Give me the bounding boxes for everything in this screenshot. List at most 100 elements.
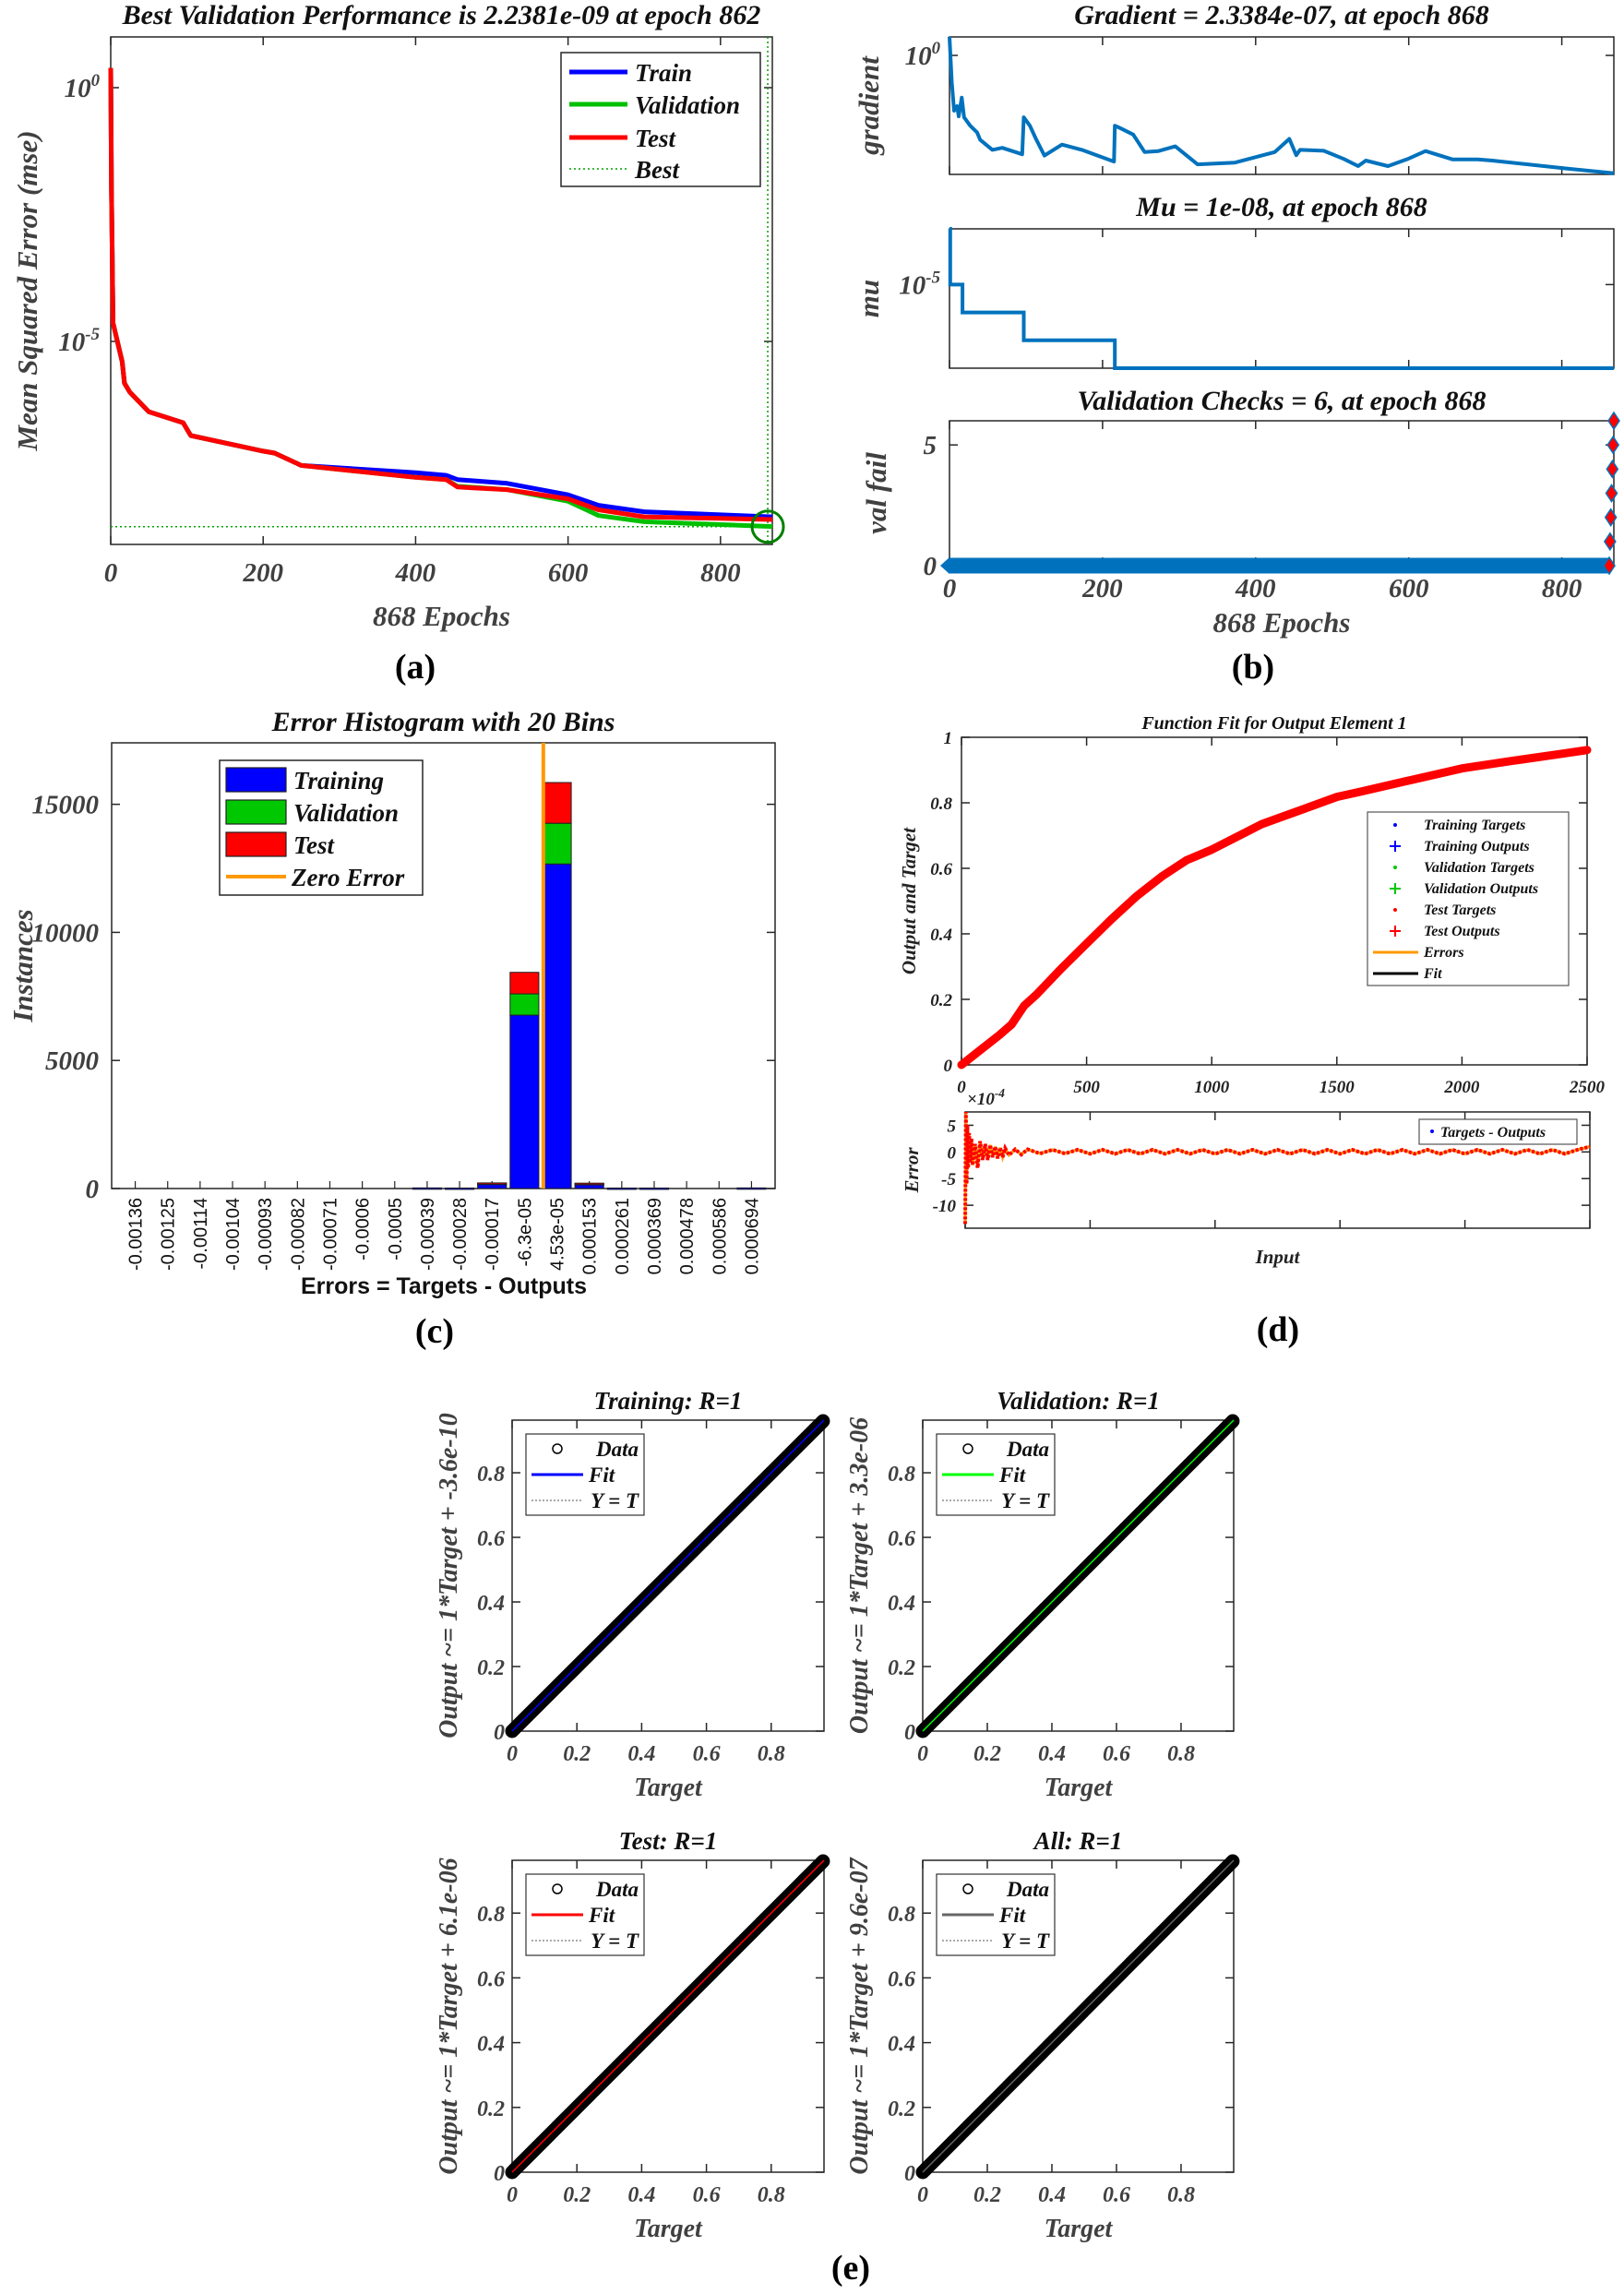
legend-box	[1418, 1118, 1578, 1145]
x-axis-label: 868 Epochs	[1213, 606, 1351, 639]
legend-entry: Data	[595, 1438, 639, 1461]
chart-title: Mu = 1e-08, at epoch 868	[1135, 192, 1427, 222]
panel-label-d: (d)	[1257, 1310, 1299, 1349]
x-axis-label: Target	[634, 1774, 703, 1802]
function-fit-chart: 0 500 1000 1500 2000 2500 0 0.2 0.4 0.6 0.8 1 Functi…	[898, 713, 1606, 1097]
y-tick-label: 0.2	[888, 1656, 915, 1680]
fit-line	[922, 1419, 1235, 1732]
legend-entry: Errors	[1423, 945, 1464, 961]
chart-title: Error Histogram with 20 Bins	[271, 707, 615, 737]
legend-data-marker	[962, 1883, 973, 1894]
val-fail-marker	[940, 557, 949, 574]
axes-frame	[949, 36, 1615, 175]
legend-entry: Validation Targets	[1424, 860, 1534, 876]
chart-title: Gradient = 2.3384e-07, at epoch 868	[1074, 0, 1489, 30]
y-tick-label: 0.6	[477, 1967, 505, 1991]
legend: Data Fit Y = T	[525, 1873, 645, 1956]
panel-label-e: (e)	[831, 2249, 870, 2288]
chart-title: Validation Checks = 6, at epoch 868	[1078, 386, 1487, 416]
y-tick-label: 0.8	[930, 795, 952, 814]
bar-validation	[509, 993, 540, 1016]
y-axis-label: Error	[901, 1147, 923, 1194]
bar-training	[639, 1187, 670, 1190]
x-tick-label: 0.4	[627, 2183, 655, 2207]
y-axis-label: Output ~= 1*Target + 9.6e-07	[845, 1857, 874, 2174]
legend-plus-marker	[1390, 926, 1401, 937]
x-tick-label: 0.4	[1038, 2183, 1066, 2207]
tick-exponent: -5	[85, 325, 100, 344]
x-tick-label: 800	[1542, 574, 1582, 603]
legend-entry: Training	[293, 767, 384, 795]
y-tick-label: 15000	[32, 791, 100, 820]
bar-test	[574, 1182, 604, 1186]
y-tick-label: 10000	[32, 918, 100, 948]
mu-chart: 10-5 Mu = 1e-08, at epoch 868 mu	[853, 192, 1615, 370]
y-tick-label: -5	[941, 1170, 956, 1189]
x-tick-label: 0.000586	[710, 1198, 730, 1274]
y-tick-label: 5	[948, 1117, 957, 1136]
tick-base: 10	[905, 42, 932, 71]
legend-entry: Fit	[998, 1464, 1026, 1487]
tick-exponent: 0	[91, 71, 101, 90]
y-tick-label: 0	[494, 2162, 505, 2186]
x-tick-label: 0	[507, 2183, 518, 2207]
x-axis-label: Target	[1045, 1774, 1114, 1802]
error-histogram-chart: 0 5000 10000 15000 Error Histogram with 20 B…	[6, 707, 776, 1299]
x-tick-label: -0.00028	[450, 1198, 471, 1271]
x-tick-label: 1500	[1320, 1078, 1355, 1097]
validation-checks-chart: 0 200 400 600 800 0 5 Validation Checks = 6, at…	[860, 386, 1620, 639]
legend-entry: Test Targets	[1424, 902, 1496, 918]
y-tick-label: 0.4	[477, 1592, 505, 1616]
legend-plus-marker	[1390, 841, 1401, 852]
x-tick-label: -0.00093	[256, 1198, 276, 1271]
y-tick-label: 0.4	[477, 2033, 505, 2057]
x-axis-label: Target	[634, 2215, 703, 2243]
y-tick-label: 10-5	[899, 268, 940, 300]
tick-base: 10	[899, 270, 925, 300]
x-tick-label: 0.2	[973, 1742, 1001, 1766]
x-tick-label: 0.000478	[677, 1198, 698, 1274]
legend-entry: Zero Error	[291, 864, 405, 891]
legend-entry: Validation	[293, 799, 399, 827]
axes-frame	[949, 420, 1615, 567]
x-axis-label: Errors = Targets - Outputs	[301, 1273, 587, 1299]
x-tick-label: -0.00071	[320, 1198, 340, 1271]
legend-entry: Train	[635, 59, 692, 87]
legend-entry: Fit	[588, 1904, 615, 1927]
panel-label-b: (b)	[1232, 648, 1274, 687]
bar-training	[542, 863, 572, 1189]
y-tick-label: 0.4	[888, 2033, 915, 2057]
y-tick-label: 0	[948, 1143, 957, 1163]
legend-entry: Targets - Outputs	[1440, 1125, 1546, 1141]
legend-entry: Data	[1006, 1878, 1049, 1901]
y-tick-label: 5000	[45, 1046, 99, 1076]
legend-entry: Test	[635, 125, 677, 152]
panel-label-a: (a)	[395, 648, 436, 687]
legend-data-marker	[962, 1443, 973, 1454]
series-line-test	[108, 67, 773, 522]
x-tick-label: 0	[104, 558, 118, 588]
x-tick-label: 0.000369	[645, 1198, 665, 1274]
x-tick-label: 0	[957, 1078, 966, 1097]
x-tick-label: 400	[395, 558, 436, 588]
multiplier-base: ×10	[967, 1090, 995, 1109]
bar-training	[736, 1187, 767, 1190]
chart-title: Validation: R=1	[997, 1387, 1160, 1415]
y-tick-label: 0.6	[888, 1967, 915, 1991]
x-tick-label: 0.2	[973, 2183, 1001, 2207]
legend-entry: Training Targets	[1424, 818, 1525, 833]
y-tick-label: 0	[944, 1057, 953, 1076]
regression-chart-4: 0 0.2 0.4 0.6 0.8 0 0.2 0.4 0.6 0.8 All: R=1 Target…	[845, 1827, 1240, 2243]
x-tick-label: -6.3e-05	[515, 1198, 535, 1267]
tick-base: 10	[65, 74, 91, 103]
x-tick-label: 0.8	[758, 2183, 785, 2207]
fit-line	[922, 1859, 1235, 2173]
bar-training	[606, 1187, 637, 1190]
x-tick-label: 0.6	[693, 1742, 721, 1766]
y-axis-label: mu	[853, 280, 885, 317]
x-tick-label: -0.00082	[288, 1198, 308, 1271]
y-tick-label: 1	[944, 729, 953, 748]
legend-data-marker	[552, 1443, 563, 1454]
y-axis-label: val fail	[860, 452, 892, 534]
